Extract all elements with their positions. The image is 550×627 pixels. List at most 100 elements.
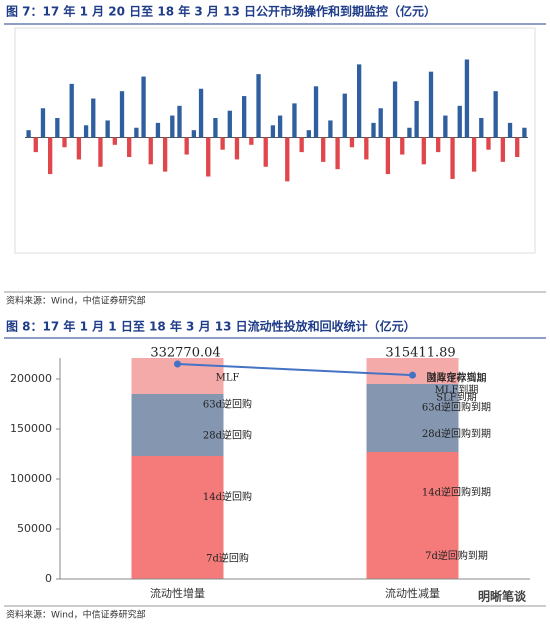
bar-segment [366, 374, 459, 384]
bar [76, 137, 82, 160]
segment-label: 14d逆回购 [203, 490, 252, 503]
bar [177, 105, 182, 138]
segment-label: 7d逆回购到期 [425, 549, 488, 562]
bar [256, 74, 261, 138]
bar-segment [131, 416, 224, 456]
bar [184, 137, 189, 155]
bar [356, 64, 362, 138]
bar [428, 71, 434, 138]
bar [119, 91, 125, 138]
watermark: 明晰笔谈 [478, 589, 527, 604]
segment-label: MLF [216, 373, 240, 384]
bar [112, 137, 117, 145]
bar [457, 105, 462, 138]
bar-segment [366, 452, 459, 534]
bar [170, 115, 175, 138]
bar-segment [366, 399, 459, 417]
bar [69, 83, 74, 138]
bar [198, 88, 204, 138]
chart-frame [14, 27, 536, 254]
bar [342, 93, 347, 138]
bar [328, 120, 333, 138]
bar [40, 108, 46, 138]
bar [421, 137, 426, 165]
bar [464, 59, 470, 138]
bar [227, 110, 232, 138]
bar [299, 137, 304, 153]
bar [242, 96, 247, 138]
bar [191, 130, 197, 138]
segment-label: 63d逆回购 [203, 398, 252, 411]
bar [105, 120, 110, 138]
segment-label: 国库定存到期 [427, 372, 487, 385]
bar [26, 130, 31, 138]
bar [134, 127, 139, 138]
bar-segment [131, 539, 224, 579]
y-tick-label: 100000 [10, 472, 52, 485]
bar [400, 137, 405, 155]
bar [148, 137, 153, 165]
bar [385, 137, 391, 175]
total-line [177, 362, 413, 377]
bar-segment [131, 394, 224, 416]
bar-segment [366, 358, 459, 374]
bar [292, 103, 297, 138]
bar [486, 137, 491, 150]
bar [141, 76, 146, 138]
bar [220, 137, 225, 150]
bar [162, 137, 168, 172]
bar [83, 125, 89, 138]
bar [392, 81, 398, 138]
bar [155, 122, 161, 138]
total-label: 315411.89 [385, 346, 455, 361]
segment-label: 14d逆回购到期 [422, 486, 491, 499]
segment-label: 7d逆回购 [206, 552, 249, 565]
bar [285, 137, 290, 182]
total-label: 332770.04 [150, 346, 220, 361]
bar [450, 137, 455, 179]
figure-title: 图 7：17 年 1 月 20 日至 18 年 3 月 13 日公开市场操作和到… [6, 4, 436, 19]
bar [436, 137, 441, 153]
total-point [174, 360, 181, 368]
bar-segment [366, 534, 459, 579]
bar-segment [366, 397, 459, 399]
segment-label: 28d逆回购 [203, 429, 252, 442]
y-tick-label: 150000 [10, 422, 52, 435]
bar [98, 137, 103, 167]
bar [270, 125, 276, 138]
bar [500, 137, 506, 162]
bar [443, 115, 448, 138]
bar [378, 108, 383, 138]
bar [55, 118, 60, 138]
bar [277, 115, 283, 138]
bar [249, 137, 254, 145]
bar [33, 137, 38, 153]
segment-label: 财政存款增加 [427, 371, 487, 384]
bar [407, 127, 412, 138]
segment-label: SLF到期 [436, 392, 476, 404]
segment-label: 63d逆回购到期 [422, 401, 491, 414]
bar [479, 118, 484, 138]
bar [414, 100, 419, 138]
figure-title: 图 8：17 年 1 月 1 日至 18 年 3 月 13 日流动性投放和回收统… [6, 319, 416, 334]
segment-label: MLF到期 [435, 384, 479, 396]
bar-segment [366, 384, 459, 397]
bar [321, 137, 326, 162]
bar [206, 137, 211, 177]
y-tick-label: 200000 [10, 372, 52, 385]
bar [335, 137, 340, 170]
x-tick-label: 流动性增量 [150, 586, 205, 600]
total-point [409, 371, 416, 379]
y-tick-label: 0 [45, 572, 52, 585]
bar [62, 137, 67, 148]
bar [313, 86, 319, 138]
bar [47, 137, 53, 175]
bar [213, 118, 218, 138]
bar [91, 98, 96, 138]
bar [507, 122, 513, 138]
bar [306, 130, 311, 138]
bar [127, 137, 132, 157]
bar [493, 91, 498, 138]
segment-label: 28d逆回购到期 [422, 427, 491, 440]
